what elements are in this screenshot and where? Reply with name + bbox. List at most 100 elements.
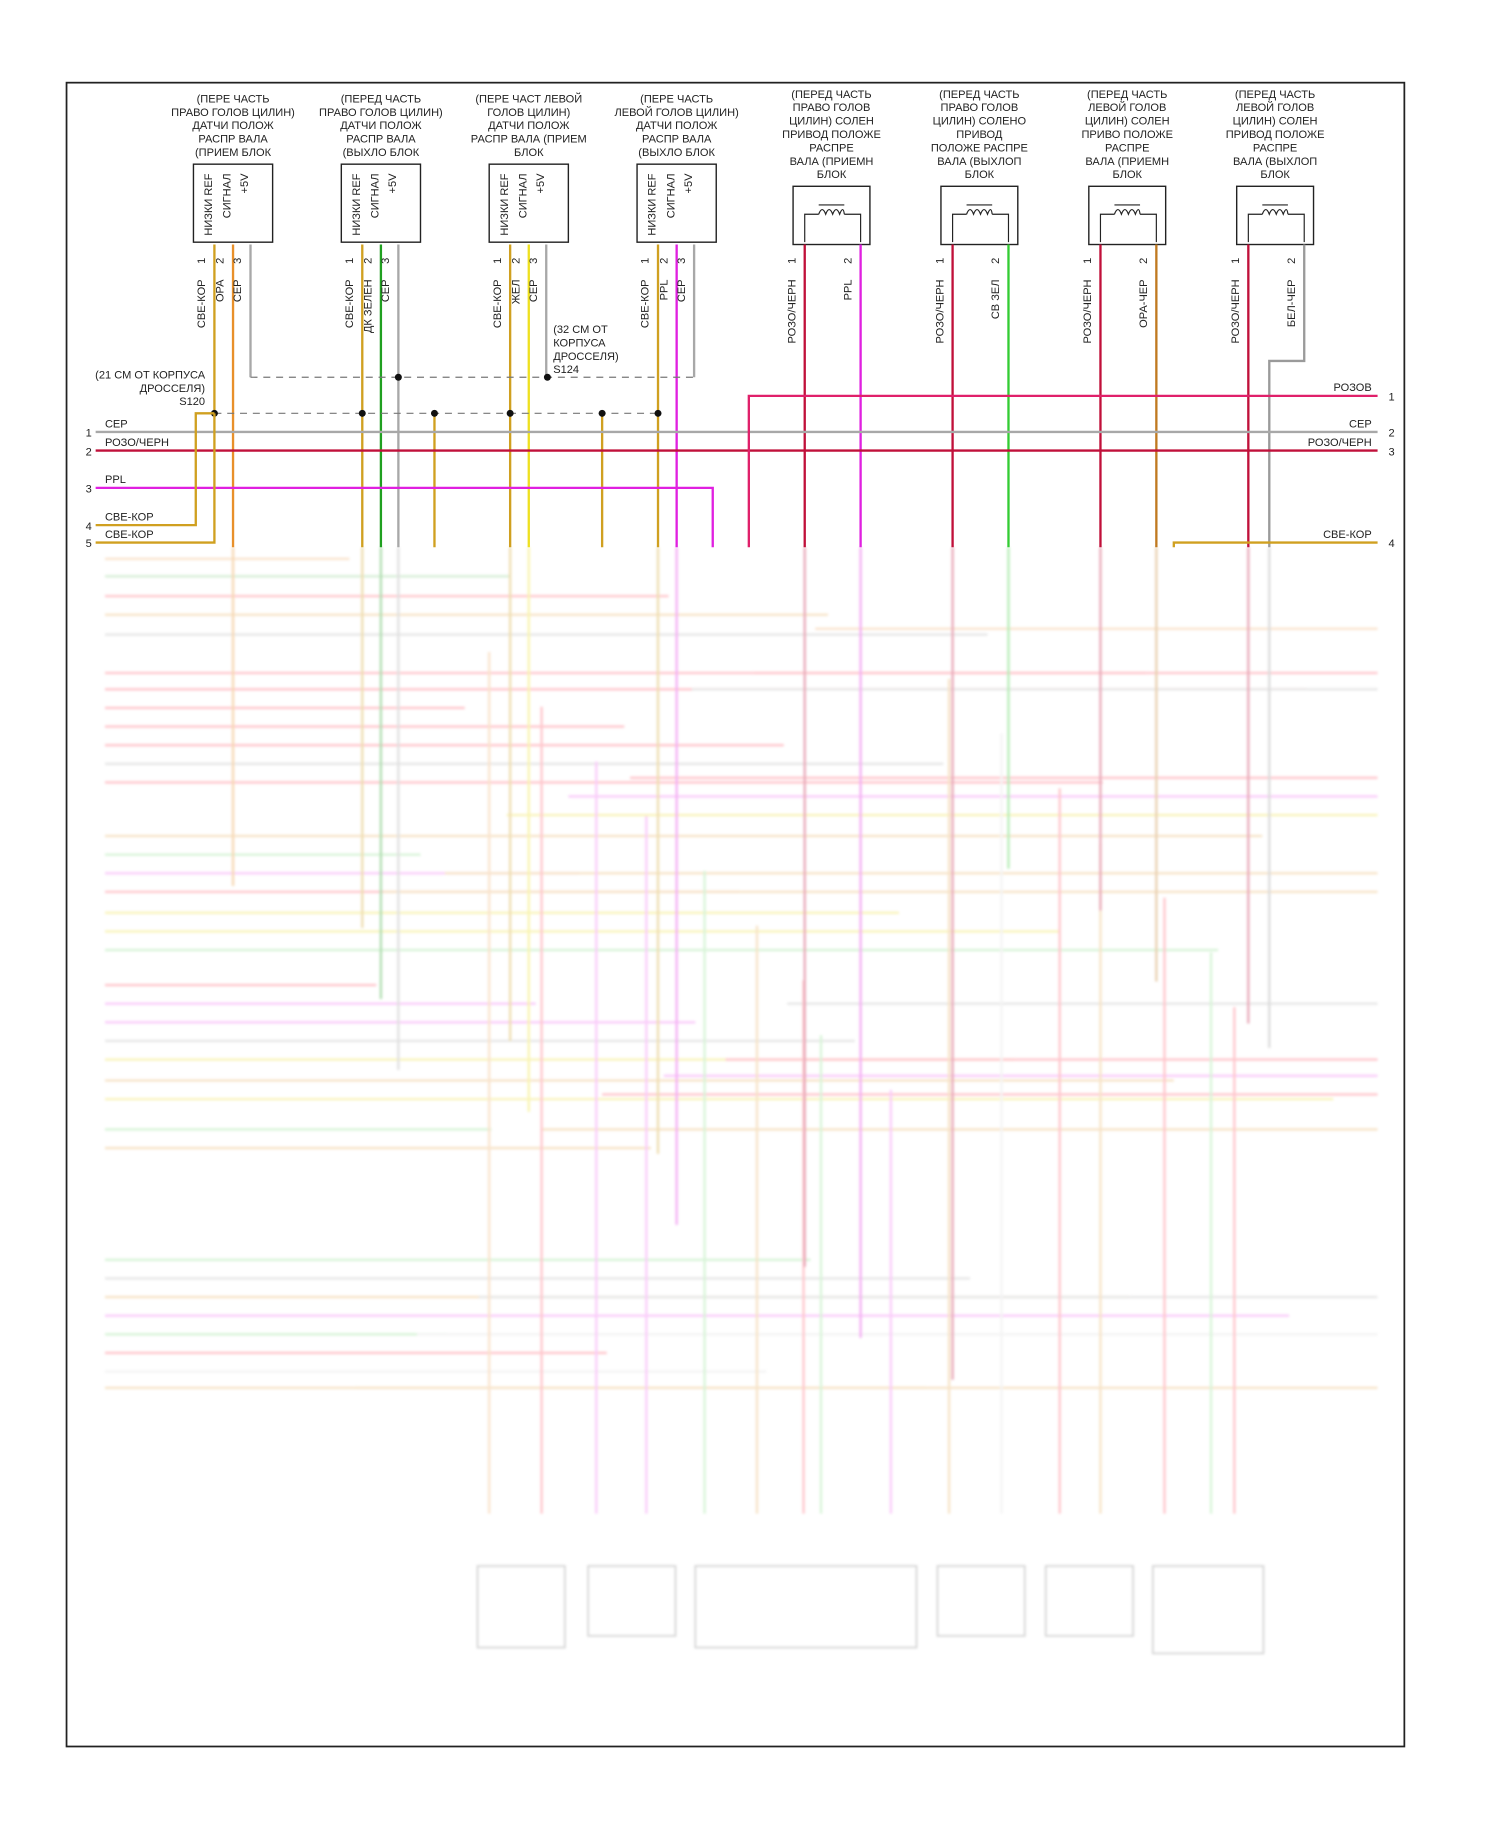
pin-number: 1 [86, 428, 92, 440]
pin-number: 1 [196, 258, 208, 264]
component-label: (ПЕРЕД ЧАСТЬ [791, 89, 871, 101]
component-label: ПРАВО ГОЛОВ ЦИЛИН) [319, 107, 443, 119]
splice-label: ДРОССЕЛЯ) [553, 351, 618, 363]
wire-label: СВЕ-КОР [105, 511, 154, 523]
wire-label: СЕР [105, 418, 128, 430]
pin-number: 3 [86, 484, 92, 496]
wire-label: СВЕ-КОР [105, 529, 154, 541]
pin-name: СИГНАЛ [517, 173, 529, 218]
wire [1268, 244, 1306, 548]
component-label: РАСПРЕ [1253, 142, 1297, 154]
pin-name: НИЗКИ REF [351, 173, 363, 235]
pin-name: +5V [387, 173, 399, 194]
frame [65, 81, 1406, 1748]
component-label: ПОЛОЖЕ РАСПРЕ [931, 142, 1028, 154]
wire-label: БЕЛ-ЧЕР [1286, 279, 1298, 327]
component-label: ВАЛА (ВЫХЛОП [937, 156, 1021, 168]
component-label: БЛОК [1112, 169, 1142, 181]
splice-dot [394, 373, 402, 381]
pin-number: 1 [1082, 258, 1094, 264]
component-label: РАСПР ВАЛА (ПРИЕМ [471, 134, 587, 146]
splice-label: КОРПУСА [553, 337, 606, 349]
component-label: БЛОК [965, 169, 995, 181]
connector-box [1151, 1565, 1265, 1655]
pin-name: НИЗКИ REF [203, 173, 215, 235]
wire-label: СВЕ-КОР [492, 279, 504, 328]
splice-dot [598, 409, 606, 417]
component-label: (ПЕРЕ ЧАСТЬ [197, 93, 270, 105]
component-label: ПРАВО ГОЛОВ [941, 102, 1019, 114]
connector-box [1044, 1565, 1134, 1637]
wire-label: ЖЕЛ [510, 279, 522, 304]
pin-number: 1 [492, 258, 504, 264]
connector-box [587, 1565, 677, 1637]
sensor-box [488, 163, 570, 243]
component-label: ДАТЧИ ПОЛОЖ [192, 120, 274, 132]
component-label: БЛОК [1260, 169, 1290, 181]
wire-label: СЕР [528, 279, 540, 302]
component-label: РАСПРЕ [809, 142, 853, 154]
component-label: ПРИВОД ПОЛОЖЕ [782, 129, 881, 141]
coil [1099, 208, 1157, 243]
component-label: (ВЫХЛО БЛОК [343, 147, 420, 159]
splice-dot [358, 409, 366, 417]
connector-box [936, 1565, 1026, 1637]
component-label: ПРАВО ГОЛОВ ЦИЛИН) [171, 107, 295, 119]
pin-number: 3 [232, 258, 244, 264]
component-label: ДАТЧИ ПОЛОЖ [340, 120, 422, 132]
pin-name: +5V [239, 173, 251, 194]
component-label: ЛЕВОЙ ГОЛОВ [1088, 101, 1166, 114]
pin-number: 5 [86, 538, 92, 550]
coil [952, 208, 1010, 243]
pin-number: 2 [842, 258, 854, 264]
wire-label: РОЗО/ЧЕРН [1230, 279, 1242, 343]
pin-number: 2 [658, 258, 670, 264]
splice-dot [543, 373, 551, 381]
pin-number: 2 [363, 258, 375, 264]
pin-name: НИЗКИ REF [499, 173, 511, 235]
coil [1247, 208, 1305, 243]
pin-number: 2 [1138, 258, 1150, 264]
pin-number: 3 [528, 258, 540, 264]
splice-dot [506, 409, 514, 417]
wire [95, 413, 216, 544]
splice-dot [430, 409, 438, 417]
pin-name: +5V [535, 173, 547, 194]
pin-number: 2 [1286, 258, 1298, 264]
component-label: ДАТЧИ ПОЛОЖ [636, 120, 718, 132]
component-label: ВАЛА (ВЫХЛОП [1233, 156, 1317, 168]
component-label: ПРИВОД [956, 129, 1003, 141]
wire-label: СЕР [380, 279, 392, 302]
component-label: ЦИЛИН) СОЛЕН [1233, 116, 1318, 128]
wire-label: PPL [658, 279, 670, 300]
connector-box [476, 1565, 566, 1649]
splice-label: S124 [553, 364, 579, 376]
component-label: ПРАВО ГОЛОВ [793, 102, 871, 114]
pin-number: 2 [1388, 428, 1394, 440]
wire-label: ОРА [215, 279, 227, 302]
connector-box [694, 1565, 918, 1649]
wire-label: PPL [842, 279, 854, 300]
wire-label: СЕР [676, 279, 688, 302]
pin-number: 4 [1388, 538, 1394, 550]
pin-name: НИЗКИ REF [647, 173, 659, 235]
wire-label: СВ ЗЕЛ [990, 279, 1002, 319]
component-label: БЛОК [514, 147, 544, 159]
component-label: ЦИЛИН) СОЛЕН [789, 116, 874, 128]
pin-number: 2 [215, 258, 227, 264]
wire-label: СВЕ-КОР [640, 279, 652, 328]
component-label: ДАТЧИ ПОЛОЖ [488, 120, 570, 132]
solenoid-box [1088, 185, 1167, 246]
component-label: (ПЕРЕ ЧАСТЬ [640, 93, 713, 105]
pin-number: 1 [934, 258, 946, 264]
pin-number: 4 [86, 521, 92, 533]
pin-number: 2 [86, 446, 92, 458]
component-label: (ПЕРЕД ЧАСТЬ [1235, 89, 1315, 101]
component-label: ПРИВО ПОЛОЖЕ [1081, 129, 1172, 141]
pin-number: 2 [990, 258, 1002, 264]
wire-label: РОЗО/ЧЕРН [934, 279, 946, 343]
component-label: (ПРИЕМ БЛОК [195, 147, 272, 159]
wire-label: СЕР [232, 279, 244, 302]
component-label: РАСПР ВАЛА [346, 134, 416, 146]
